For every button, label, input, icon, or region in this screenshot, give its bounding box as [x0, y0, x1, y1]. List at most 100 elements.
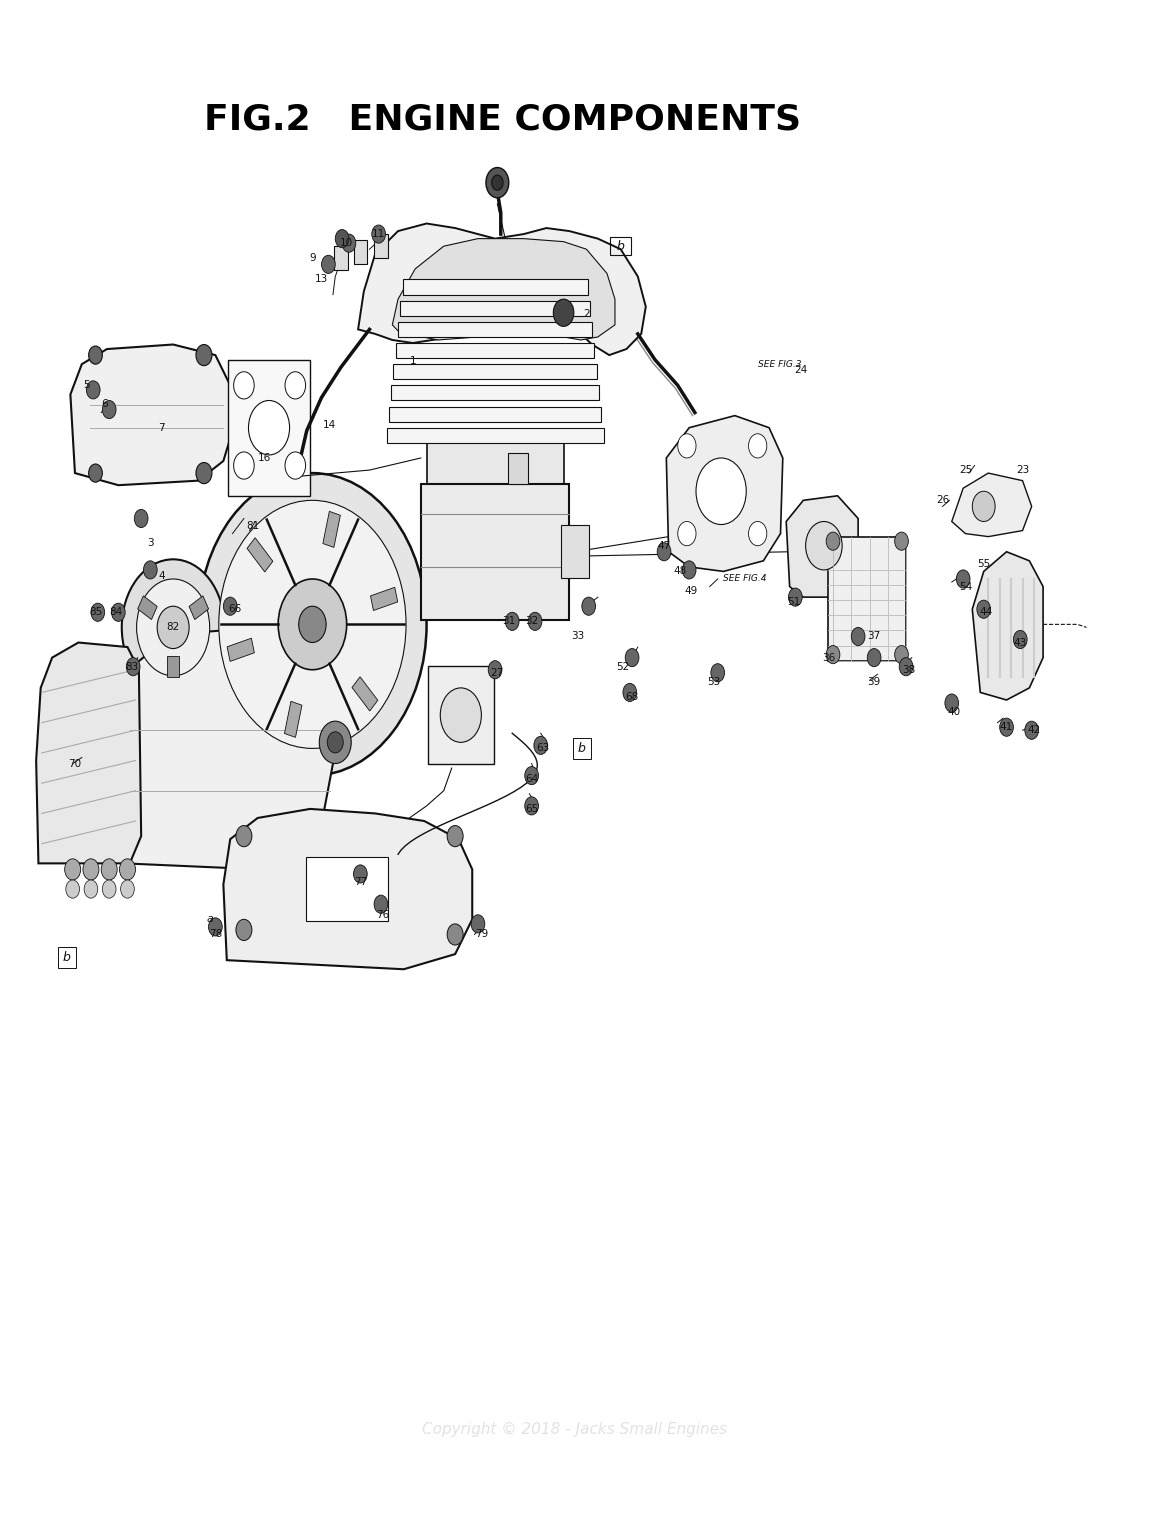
Circle shape: [472, 914, 485, 932]
Circle shape: [851, 627, 865, 645]
Circle shape: [102, 881, 116, 899]
Circle shape: [121, 881, 135, 899]
Circle shape: [677, 433, 696, 458]
Circle shape: [749, 522, 767, 546]
Polygon shape: [392, 239, 615, 341]
Text: 47: 47: [658, 540, 670, 551]
Text: 54: 54: [959, 581, 972, 592]
Bar: [386, 427, 604, 443]
Text: 43: 43: [1013, 637, 1027, 648]
Bar: [306, 858, 388, 920]
Circle shape: [806, 522, 842, 570]
Text: 23: 23: [1015, 465, 1029, 475]
Text: 10: 10: [340, 239, 353, 248]
Text: 81: 81: [246, 522, 260, 531]
Text: 40: 40: [948, 707, 960, 716]
Circle shape: [682, 561, 696, 580]
Circle shape: [1013, 630, 1027, 648]
Bar: [396, 344, 595, 357]
Bar: [389, 406, 601, 421]
Text: 38: 38: [902, 665, 915, 675]
Circle shape: [711, 663, 724, 681]
Circle shape: [957, 570, 969, 589]
Text: 51: 51: [788, 596, 800, 607]
Text: 31: 31: [503, 616, 515, 627]
Bar: [189, 596, 208, 619]
Circle shape: [826, 532, 840, 551]
Circle shape: [895, 532, 908, 551]
Text: b: b: [616, 240, 624, 252]
Circle shape: [196, 462, 212, 484]
Text: 65: 65: [526, 805, 538, 814]
Circle shape: [126, 657, 140, 675]
Circle shape: [447, 826, 463, 847]
Bar: [400, 301, 590, 316]
Text: 64: 64: [526, 774, 538, 783]
Circle shape: [248, 400, 290, 455]
Circle shape: [623, 683, 637, 701]
Polygon shape: [787, 496, 858, 598]
Circle shape: [299, 607, 327, 642]
Text: SEE FIG.3: SEE FIG.3: [758, 359, 802, 368]
Circle shape: [505, 613, 519, 630]
Circle shape: [83, 859, 99, 881]
Circle shape: [91, 604, 105, 622]
Bar: [427, 435, 564, 526]
Text: 82: 82: [167, 622, 179, 633]
Text: 5: 5: [83, 380, 90, 391]
Text: 84: 84: [109, 607, 123, 618]
Circle shape: [440, 687, 482, 742]
Text: 16: 16: [258, 453, 271, 462]
Bar: [398, 322, 592, 338]
Circle shape: [534, 736, 547, 754]
Text: SEE FIG.4: SEE FIG.4: [723, 575, 767, 584]
Circle shape: [677, 522, 696, 546]
Text: 66: 66: [228, 604, 242, 614]
Circle shape: [489, 660, 501, 678]
Bar: [421, 484, 569, 621]
Circle shape: [135, 510, 148, 528]
Bar: [335, 246, 347, 271]
Text: 39: 39: [867, 677, 881, 687]
Text: 42: 42: [1027, 726, 1041, 735]
Bar: [228, 639, 254, 662]
Circle shape: [528, 613, 542, 630]
Circle shape: [102, 400, 116, 418]
Polygon shape: [70, 345, 232, 485]
Text: 13: 13: [315, 274, 328, 284]
Text: FIG.2   ENGINE COMPONENTS: FIG.2 ENGINE COMPONENTS: [204, 102, 802, 135]
Circle shape: [492, 175, 503, 190]
Bar: [561, 525, 589, 578]
Polygon shape: [666, 415, 783, 572]
Text: 37: 37: [867, 631, 881, 642]
Text: b: b: [63, 951, 71, 964]
Polygon shape: [223, 809, 473, 969]
Bar: [611, 237, 631, 256]
Bar: [138, 596, 158, 619]
Circle shape: [236, 919, 252, 940]
Circle shape: [285, 371, 306, 399]
Circle shape: [84, 881, 98, 899]
Circle shape: [196, 345, 212, 365]
Bar: [428, 666, 494, 764]
Text: 63: 63: [536, 744, 550, 753]
Circle shape: [447, 923, 463, 945]
Circle shape: [112, 604, 125, 622]
Circle shape: [233, 371, 254, 399]
Circle shape: [524, 767, 538, 785]
Text: 3: 3: [147, 538, 154, 548]
Circle shape: [945, 694, 959, 712]
Circle shape: [374, 896, 388, 913]
Circle shape: [233, 452, 254, 479]
Text: 2: 2: [583, 309, 590, 319]
Text: 9: 9: [309, 254, 316, 263]
Text: b: b: [578, 742, 585, 754]
Circle shape: [328, 732, 343, 753]
Text: 26: 26: [936, 496, 949, 505]
Circle shape: [320, 721, 351, 764]
Circle shape: [89, 347, 102, 364]
Bar: [353, 240, 367, 265]
Text: 52: 52: [616, 662, 629, 672]
Circle shape: [64, 859, 81, 881]
Circle shape: [223, 598, 237, 616]
